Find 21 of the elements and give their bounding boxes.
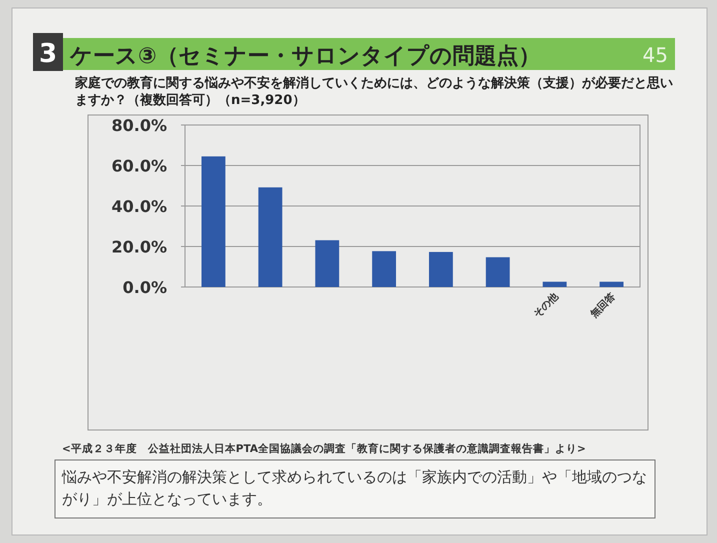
bar xyxy=(372,251,396,287)
text: 45 xyxy=(642,43,668,67)
chart-subtitle: 家庭での教育に関する悩みや不安を解消していくためには、どのような解決策（支援）が必要だと思いますか？（複数回答可）（n=3,920） xyxy=(74,75,673,108)
y-tick-label: 80.0% xyxy=(111,116,167,135)
x-tick-label: その他 xyxy=(531,290,562,320)
bar xyxy=(315,240,340,287)
y-tick-label: 40.0% xyxy=(111,197,167,216)
y-tick-label: 20.0% xyxy=(111,238,167,256)
bar xyxy=(428,252,453,287)
y-tick-label: 60.0% xyxy=(111,156,167,176)
text: <平成２３年度 公益社団法人日本PTA全国協議会の調査「教育に関する保護者の意識調査報告書」より> xyxy=(62,442,586,455)
bar xyxy=(201,156,226,287)
bar xyxy=(486,257,510,287)
bar xyxy=(600,282,624,287)
text: 3 xyxy=(38,39,58,69)
chart-title: ケース③（セミナー・サロンタイプの問題点） xyxy=(69,44,541,69)
y-tick-label: 0.0% xyxy=(122,278,167,297)
x-tick-label: 無回答 xyxy=(587,290,618,322)
bar xyxy=(258,187,282,287)
bar xyxy=(542,282,567,287)
text: 悩みや不安解消の解決策として求められているのは「家族内での活動」や「地域のつながり」が上位となっています。 xyxy=(61,468,647,508)
